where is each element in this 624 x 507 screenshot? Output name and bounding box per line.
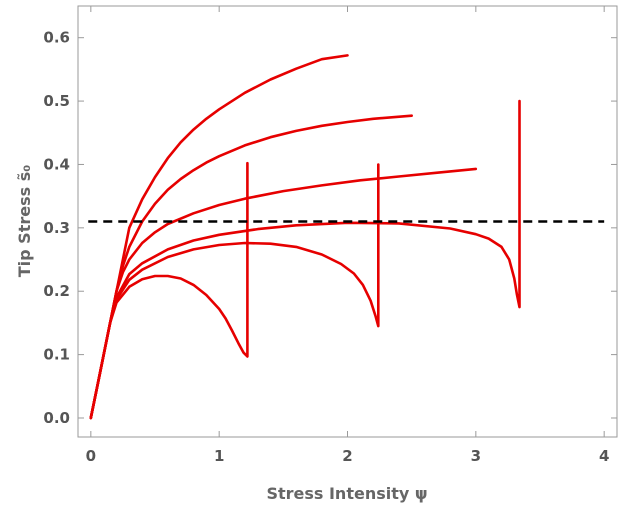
axis-ticks [78,6,617,437]
y-tick-label: 0.2 [43,282,70,300]
x-tick-label: 0 [86,447,96,465]
series-line-1 [89,54,349,420]
x-tick-label: 4 [599,447,609,465]
plot-lines [88,54,605,420]
tick-labels: 0 1 2 3 4 0.0 0.1 0.2 0.3 0.4 0.5 0.6 [43,29,609,465]
series-line-3 [89,167,478,420]
y-tick-label: 0.5 [43,92,70,110]
y-tick-label: 0.3 [43,219,70,237]
x-tick-label: 2 [342,447,352,465]
y-tick-label: 0.0 [43,409,70,427]
y-tick-label: 0.6 [43,29,70,47]
series-line-4 [89,99,521,420]
series-line-6 [89,161,249,420]
x-axis-title: Stress Intensity ψ [266,484,427,503]
y-tick-label: 0.4 [43,155,70,173]
x-tick-label: 3 [471,447,481,465]
x-tick-label: 1 [214,447,224,465]
y-tick-label: 0.1 [43,346,70,364]
y-axis-title: Tip Stress s̃₀ [15,165,34,277]
